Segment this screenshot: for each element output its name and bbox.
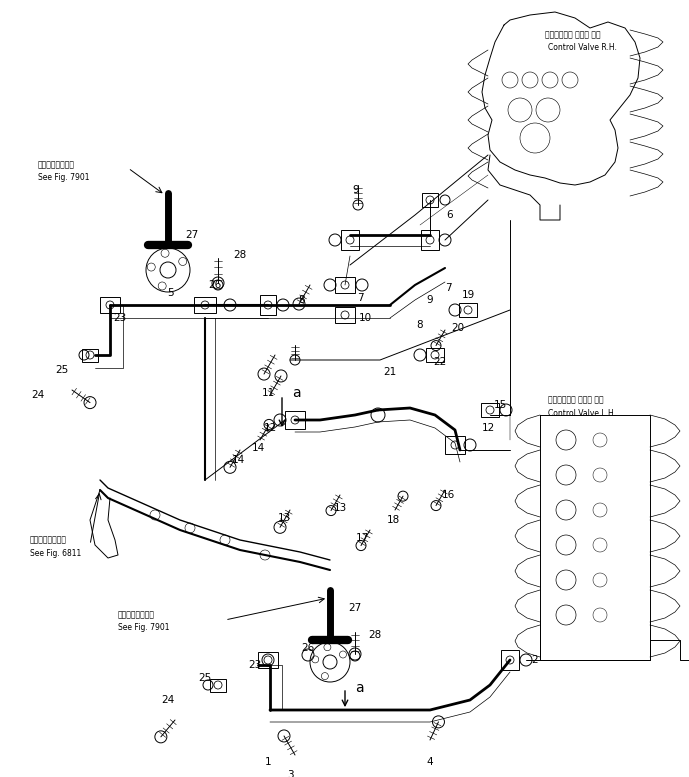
Text: 19: 19 xyxy=(462,290,475,300)
Bar xyxy=(210,678,226,692)
Text: See Fig. 6811: See Fig. 6811 xyxy=(30,549,81,558)
Text: 26: 26 xyxy=(301,643,315,653)
Text: 4: 4 xyxy=(426,757,433,767)
Circle shape xyxy=(274,521,286,533)
Bar xyxy=(426,348,444,362)
Text: 21: 21 xyxy=(383,367,397,377)
Bar xyxy=(335,307,355,323)
Text: 12: 12 xyxy=(263,423,276,433)
Text: 3: 3 xyxy=(287,770,294,777)
Text: 7: 7 xyxy=(444,283,451,293)
Text: 8: 8 xyxy=(299,295,305,305)
Text: 5: 5 xyxy=(167,288,174,298)
Text: 9: 9 xyxy=(426,295,433,305)
Text: 13: 13 xyxy=(278,513,291,523)
Text: 28: 28 xyxy=(234,250,247,260)
Circle shape xyxy=(258,368,270,380)
Text: 23: 23 xyxy=(114,313,127,323)
Circle shape xyxy=(356,541,366,551)
Text: 18: 18 xyxy=(387,515,400,525)
Circle shape xyxy=(433,716,444,728)
Circle shape xyxy=(264,420,274,430)
Text: 7: 7 xyxy=(357,293,363,303)
Circle shape xyxy=(155,731,167,743)
Circle shape xyxy=(84,396,96,409)
Text: 12: 12 xyxy=(482,423,495,433)
Text: 13: 13 xyxy=(333,503,347,513)
Circle shape xyxy=(278,730,290,742)
Text: 17: 17 xyxy=(356,533,369,543)
Bar xyxy=(445,436,465,454)
Bar xyxy=(459,303,477,317)
Circle shape xyxy=(293,298,305,310)
Circle shape xyxy=(290,355,300,365)
Circle shape xyxy=(212,277,224,289)
Circle shape xyxy=(326,506,336,516)
Bar xyxy=(285,411,305,429)
Text: Control Valve R.H.: Control Valve R.H. xyxy=(548,44,617,53)
Text: 28: 28 xyxy=(369,630,382,640)
Text: 27: 27 xyxy=(185,230,198,240)
Text: 2: 2 xyxy=(532,655,538,665)
Bar xyxy=(260,295,276,315)
Bar xyxy=(100,297,120,313)
Circle shape xyxy=(431,500,441,510)
Text: 1: 1 xyxy=(265,757,271,767)
Bar xyxy=(422,193,438,207)
Text: 10: 10 xyxy=(358,313,371,323)
Circle shape xyxy=(398,491,408,501)
Text: 26: 26 xyxy=(208,280,222,290)
Bar xyxy=(341,230,359,250)
Text: See Fig. 7901: See Fig. 7901 xyxy=(38,173,90,183)
Text: 第７９０１図参照: 第７９０１図参照 xyxy=(118,611,155,619)
Text: a: a xyxy=(292,386,300,400)
Text: 第６８１１図参照: 第６８１１図参照 xyxy=(30,535,67,545)
Text: 14: 14 xyxy=(251,443,265,453)
Text: 24: 24 xyxy=(161,695,174,705)
Text: 第７９０１図参照: 第７９０１図参照 xyxy=(38,161,75,169)
Text: Control Valve L.H.: Control Valve L.H. xyxy=(548,409,616,417)
Bar xyxy=(82,349,98,361)
Text: 11: 11 xyxy=(261,388,275,398)
Text: コントロール バルブ 左側: コントロール バルブ 左側 xyxy=(548,395,604,405)
Bar xyxy=(335,277,355,293)
Circle shape xyxy=(275,370,287,382)
Text: 14: 14 xyxy=(232,455,245,465)
Text: a: a xyxy=(355,681,364,695)
Bar xyxy=(258,652,278,668)
Bar xyxy=(481,403,499,417)
Text: 9: 9 xyxy=(353,185,359,195)
Circle shape xyxy=(224,462,236,473)
Text: 22: 22 xyxy=(433,357,446,367)
Text: 25: 25 xyxy=(198,673,212,683)
Text: 16: 16 xyxy=(442,490,455,500)
Text: 20: 20 xyxy=(451,323,464,333)
Text: 24: 24 xyxy=(32,390,45,400)
Text: 15: 15 xyxy=(493,400,506,410)
Text: 25: 25 xyxy=(55,365,69,375)
Circle shape xyxy=(353,200,363,210)
Text: 8: 8 xyxy=(417,320,423,330)
Bar xyxy=(194,297,216,313)
Circle shape xyxy=(349,648,361,660)
Text: コントロール バルブ 右側: コントロール バルブ 右側 xyxy=(545,30,601,40)
Bar xyxy=(501,650,519,670)
Text: 27: 27 xyxy=(349,603,362,613)
Text: See Fig. 7901: See Fig. 7901 xyxy=(118,623,169,632)
Text: 23: 23 xyxy=(248,660,262,670)
Circle shape xyxy=(431,340,441,350)
Text: 6: 6 xyxy=(446,210,453,220)
Bar xyxy=(421,230,439,250)
